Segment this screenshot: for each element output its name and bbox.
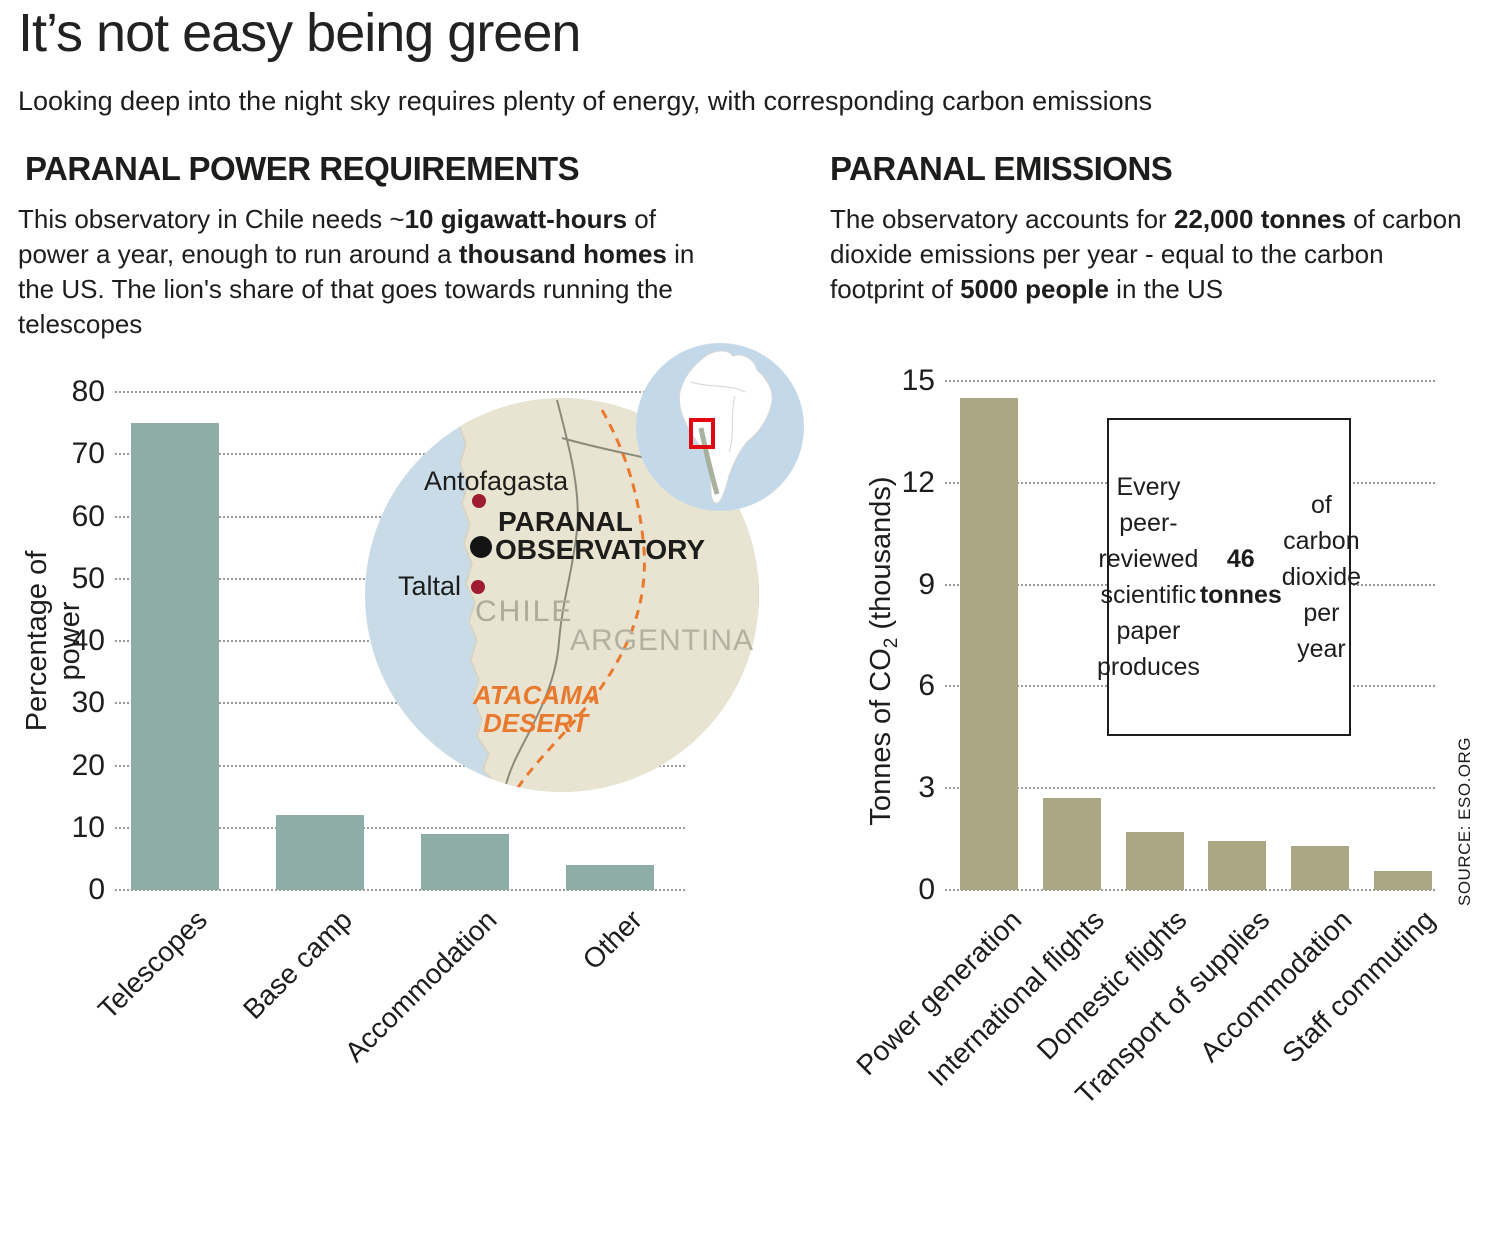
bar-transport-of-supplies [1208,840,1267,890]
emissions-section-description: The observatory accounts for 22,000 tonn… [830,204,1462,304]
bar-telescopes [131,423,219,890]
y-tick-label: 70 [71,437,105,471]
y-tick-label: 0 [88,873,105,906]
argentina-label: ARGENTINA [570,624,754,657]
south-america-globe-inset [636,343,804,511]
power-section-heading: PARANAL POWER REQUIREMENTS [25,150,580,187]
page-title: It’s not easy being green [18,3,581,63]
paranal-observatory-dot [470,536,492,558]
emissions-y-axis-label: Tonnes of CO2 (thousands) [865,476,902,826]
south-america-silhouette [678,350,773,504]
x-category-label: Staff commuting [1276,904,1441,1069]
atacama-desert-label-line2: DESERT [483,708,590,738]
globe-country-border-east [728,395,736,453]
chile-label: CHILE [475,595,573,628]
atacama-desert-label-line1: ATACAMA [472,680,601,710]
power-section-description: This observatory in Chile needs ~10 giga… [18,204,695,339]
x-category-label: Telescopes [91,904,213,1025]
taltal-dot [471,580,485,594]
bar-domestic-flights [1125,832,1184,890]
x-category-label: Accommodation [1194,904,1359,1068]
paper-emissions-callout: Every peer-reviewed scientific paper pro… [1097,418,1361,736]
gridline [945,787,1435,790]
emissions-section-heading: PARANAL EMISSIONS [830,150,1173,187]
gridline [115,826,685,829]
page-subtitle: Looking deep into the night sky requires… [18,86,1153,116]
paranal-label-line1: PARANAL [498,506,633,537]
x-category-label: Domestic flights [1030,904,1193,1066]
gridline [945,380,1435,382]
bar-base-camp [276,815,364,890]
x-category-label: Power generation [849,904,1027,1082]
bar-accommodation [421,833,509,890]
globe-highlight-square [689,418,715,449]
antofagasta-dot [472,494,486,508]
x-category-label: Transport of supplies [1069,904,1276,1111]
globe-country-border-north [690,381,746,393]
gridline [945,889,1435,891]
paranal-label-line2: OBSERVATORY [495,534,705,565]
map-atacama-boundary-dashed [512,409,646,792]
source-credit: SOURCE: ESO.ORG [1455,736,1474,906]
bar-staff-commuting [1374,871,1432,890]
bar-power-generation [960,397,1018,890]
x-category-label: Accommodation [339,904,503,1068]
power-y-axis-label: Percentage of power [21,550,86,732]
bar-other [566,865,654,890]
gridline [115,889,685,891]
bar-accommodation [1291,845,1350,890]
y-tick-label: 80 [71,375,105,408]
x-category-label: International flights [921,904,1110,1093]
y-tick-label: 10 [71,810,105,844]
x-category-label: Other [576,904,648,976]
y-tick-label: 0 [918,873,935,906]
bar-international-flights [1042,798,1101,890]
globe-chile-strip [698,427,720,495]
y-tick-label: 15 [901,364,935,397]
gridline [115,391,685,393]
taltal-label: Taltal [398,571,461,601]
antofagasta-label: Antofagasta [424,466,569,496]
x-category-label: Base camp [236,904,358,1025]
map-border-chile-argentina [503,399,579,792]
